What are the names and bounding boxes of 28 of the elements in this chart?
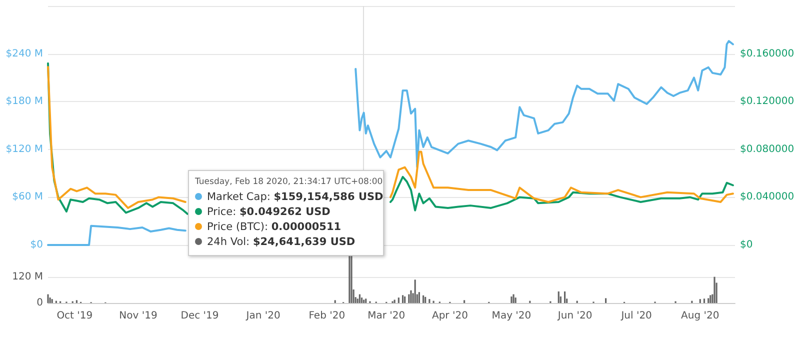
y-tick-label: 0 — [36, 298, 43, 308]
annotation: 24h Vol: $24,641,639 USD — [207, 236, 356, 248]
y2-tick-label: $0.080000 — [740, 144, 794, 155]
annotation: Price: $0.049262 USD — [207, 206, 330, 218]
y2-tick-label: $0.040000 — [740, 192, 794, 203]
y-tick-label: 120 M — [12, 271, 43, 282]
x-tick-label: Aug '20 — [681, 310, 720, 322]
x-tick-label: Jan '20 — [245, 310, 280, 322]
y2-tick-label: $0.160000 — [740, 48, 794, 60]
x-tick-label: Jun '20 — [556, 310, 592, 322]
annotation: Market Cap: $159,154,586 USD — [207, 191, 384, 203]
x-tick-label: Nov '19 — [119, 310, 158, 322]
y-tick-label: $120 M — [6, 144, 43, 155]
x-tick-label: Mar '20 — [368, 310, 406, 322]
y2-tick-label: $0.120000 — [740, 96, 794, 108]
y-tick-label: $60 M — [12, 192, 43, 203]
x-tick-label: May '20 — [492, 310, 532, 322]
x-tick-label: Jul '20 — [620, 310, 652, 322]
x-tick-label: Apr '20 — [432, 310, 468, 322]
annotation: Price (BTC): 0.00000511 — [207, 221, 342, 233]
x-tick-label: Feb '20 — [308, 310, 346, 322]
x-tick-label: Oct '19 — [56, 310, 93, 322]
annotation: Tuesday, Feb 18 2020, 21:34:17 UTC+08:00 — [195, 177, 383, 187]
y-tick-label: $0 — [30, 240, 43, 250]
y2-tick-label: $0 — [740, 240, 753, 250]
y-tick-label: $180 M — [6, 96, 43, 108]
y-tick-label: $240 M — [6, 48, 43, 60]
x-tick-label: Dec '19 — [180, 310, 219, 322]
